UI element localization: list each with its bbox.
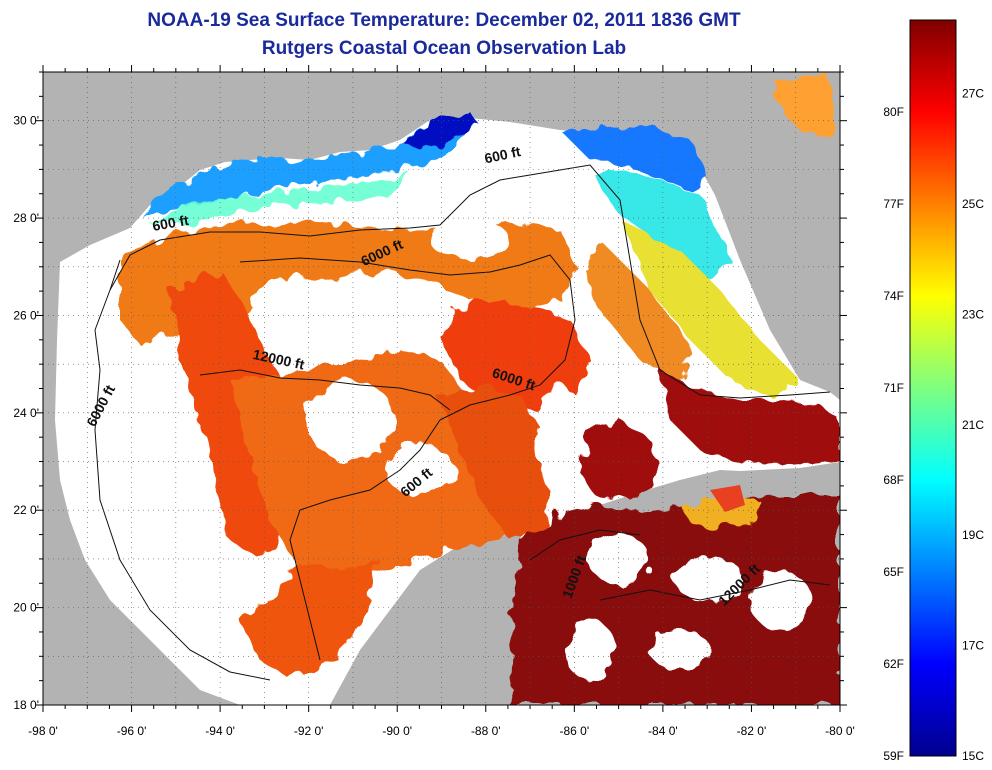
y-tick-label: 26 0'	[13, 308, 39, 322]
colorbar-c-label: 27C	[962, 87, 984, 101]
warm-loop-current	[440, 385, 550, 540]
contour-600ft-yucatan	[289, 419, 441, 661]
bathymetry-contours	[94, 164, 831, 681]
y-tick-label: 22 0'	[13, 503, 39, 517]
yucatan-channel-red	[575, 420, 660, 500]
florida-north-strip	[775, 75, 835, 140]
contour-6000ft-outer	[94, 259, 271, 681]
colorbar-gradient	[909, 19, 957, 757]
x-tick-label: -94 0'	[205, 724, 235, 738]
y-tick-label: 20 0'	[13, 601, 39, 615]
florida-shelf-yellow	[620, 220, 800, 395]
warm-area-east	[430, 300, 590, 410]
coastal-deepblue-patch	[400, 112, 480, 150]
x-tick-label: -88 0'	[471, 724, 501, 738]
colorbar-f-label: 77F	[883, 197, 904, 211]
yucatan-land	[330, 520, 525, 705]
x-tick-label: -92 0'	[294, 724, 324, 738]
y-tick-label: 30 0'	[13, 114, 39, 128]
gridlines	[43, 72, 840, 705]
colorbar-c-label: 15C	[962, 749, 984, 763]
x-axis-labels: -98 0' -96 0' -94 0' -92 0' -90 0' -88 0' -86 …	[28, 724, 855, 738]
florida-land	[700, 72, 840, 382]
colorbar-c-label: 19C	[962, 528, 984, 542]
contour-12000ft	[199, 369, 451, 411]
contour-6000ft-central	[239, 254, 576, 421]
colorbar-c-label: 23C	[962, 307, 984, 321]
contour-caribbean	[529, 529, 831, 601]
colorbar-fahrenheit-labels: 80F 77F 74F 71F 68F 65F 62F 59F	[883, 105, 904, 763]
colorbar-f-label: 65F	[883, 565, 904, 579]
colorbar-c-label: 21C	[962, 418, 984, 432]
colorbar: 80F 77F 74F 71F 68F 65F 62F 59F 27C 25C 23C 21C 19C…	[883, 19, 984, 763]
coastal-cyan-band	[150, 172, 410, 225]
y-tick-label: 18 0'	[13, 698, 39, 712]
x-tick-label: -86 0'	[560, 724, 590, 738]
map-title: NOAA-19 Sea Surface Temperature: Decembe…	[147, 10, 741, 31]
cloud-gaps	[160, 220, 810, 680]
contour-600ft-north	[109, 164, 831, 399]
coastal-cold-band	[140, 122, 470, 215]
x-tick-label: -96 0'	[117, 724, 147, 738]
x-tick-label: -82 0'	[737, 724, 767, 738]
cuba-interior-patch	[710, 485, 745, 512]
y-axis-labels: 30 0' 28 0' 26 0' 24 0' 22 0' 20 0' 18 0'	[13, 114, 39, 712]
colorbar-f-label: 80F	[883, 105, 904, 119]
contour-label: 600 ft	[151, 212, 190, 234]
colorbar-f-label: 74F	[883, 289, 904, 303]
y-tick-label: 28 0'	[13, 211, 39, 225]
x-tick-label: -98 0'	[28, 724, 58, 738]
colorbar-f-label: 71F	[883, 381, 904, 395]
colorbar-c-label: 25C	[962, 197, 984, 211]
x-tick-label: -90 0'	[382, 724, 412, 738]
florida-shelf-orange	[585, 240, 690, 380]
colorbar-f-label: 59F	[883, 749, 904, 763]
x-tick-label: -80 0'	[825, 724, 855, 738]
colorbar-c-label: 17C	[962, 639, 984, 653]
y-tick-label: 24 0'	[13, 406, 39, 420]
florida-shelf-blue	[560, 125, 710, 190]
contour-label: 600 ft	[483, 143, 522, 166]
colorbar-f-label: 62F	[883, 657, 904, 671]
colorbar-f-label: 68F	[883, 473, 904, 487]
florida-straits-red	[660, 370, 840, 465]
axis-ticks	[36, 65, 847, 712]
map-subtitle: Rutgers Coastal Ocean Observation Lab	[261, 38, 627, 59]
colorbar-celsius-labels: 27C 25C 23C 21C 19C 17C 15C	[962, 87, 984, 763]
x-tick-label: -84 0'	[648, 724, 678, 738]
florida-shelf-cyan	[590, 170, 730, 280]
